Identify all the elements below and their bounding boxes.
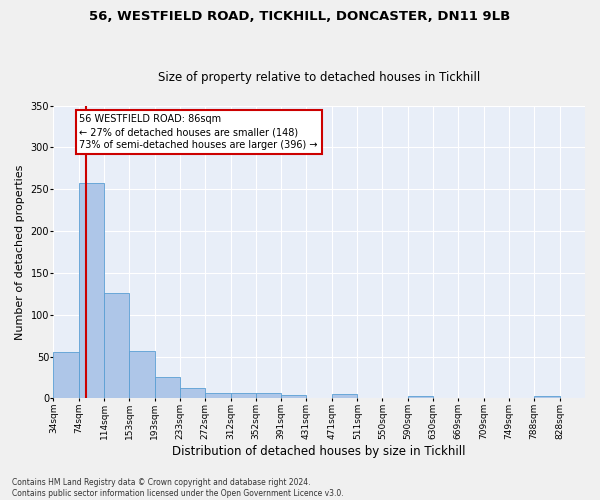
Bar — [129, 350, 155, 399]
Bar — [408, 396, 433, 398]
Title: Size of property relative to detached houses in Tickhill: Size of property relative to detached ho… — [158, 70, 480, 84]
Bar — [230, 394, 256, 398]
Bar — [155, 376, 180, 398]
Bar — [332, 394, 358, 398]
Bar — [53, 352, 79, 399]
Bar — [104, 293, 129, 399]
Bar — [256, 394, 281, 398]
Bar — [79, 184, 104, 398]
Bar — [205, 394, 230, 398]
Bar — [180, 388, 205, 398]
Bar — [281, 395, 307, 398]
Y-axis label: Number of detached properties: Number of detached properties — [15, 164, 25, 340]
Text: Contains HM Land Registry data © Crown copyright and database right 2024.
Contai: Contains HM Land Registry data © Crown c… — [12, 478, 344, 498]
Bar — [534, 396, 560, 398]
Text: 56, WESTFIELD ROAD, TICKHILL, DONCASTER, DN11 9LB: 56, WESTFIELD ROAD, TICKHILL, DONCASTER,… — [89, 10, 511, 23]
X-axis label: Distribution of detached houses by size in Tickhill: Distribution of detached houses by size … — [172, 444, 466, 458]
Text: 56 WESTFIELD ROAD: 86sqm
← 27% of detached houses are smaller (148)
73% of semi-: 56 WESTFIELD ROAD: 86sqm ← 27% of detach… — [79, 114, 318, 150]
